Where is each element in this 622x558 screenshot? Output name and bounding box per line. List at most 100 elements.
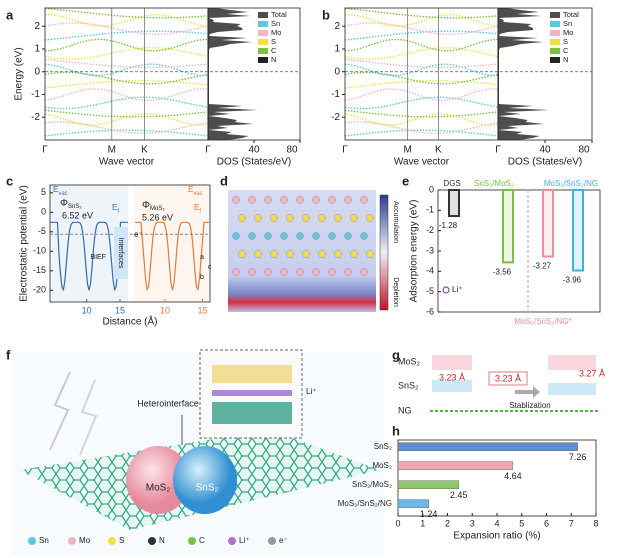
legend-label: N: [271, 55, 276, 64]
inset-layer: [212, 390, 292, 396]
atom: [232, 232, 240, 240]
legend-swatch: [258, 30, 268, 36]
x-tick-label: 2: [445, 518, 450, 528]
band-curve: [45, 13, 208, 27]
x-tick-label: Γ: [495, 145, 501, 156]
y-tick-label: -1: [331, 89, 340, 100]
subscript: vac: [58, 191, 67, 197]
legend-swatch: [550, 57, 560, 63]
x-tick-label: 1: [420, 518, 425, 528]
atom: [238, 250, 246, 258]
panel-label: b: [322, 7, 330, 22]
legend-swatch: [258, 48, 268, 54]
atom: [238, 214, 246, 222]
value-label: -3.27: [533, 262, 552, 271]
atom: [270, 214, 278, 222]
y-tick-label: -6: [426, 306, 434, 316]
y-tick-label: 0: [41, 207, 46, 217]
slab: [135, 185, 210, 302]
annotation: Interfaces: [117, 238, 124, 269]
atom: [328, 232, 336, 240]
plot-frame: [49, 184, 211, 303]
y-tick-label: 5: [41, 187, 46, 197]
sphere: [126, 446, 190, 514]
atom: [280, 196, 288, 204]
legend-label: N: [159, 536, 165, 545]
x-tick-label: K: [435, 145, 442, 156]
x-tick-label: 15: [115, 305, 125, 315]
category-label: SnS₂/MoS₂: [474, 179, 514, 188]
legend-marker: [148, 537, 156, 545]
y-tick-label: -5: [38, 226, 46, 236]
axis-letter: c: [208, 264, 212, 271]
atom: [344, 196, 352, 204]
y-tick-label: -20: [33, 285, 46, 295]
atom: [264, 232, 272, 240]
band-curve: [44, 129, 208, 137]
x-tick-label: 3: [470, 518, 475, 528]
band-curve: [344, 63, 499, 77]
legend-label: C: [271, 46, 277, 55]
panel-label: d: [220, 173, 228, 188]
atom: [264, 268, 272, 276]
arrow: [515, 386, 540, 398]
legend-swatch: [550, 12, 560, 18]
legend-label: Sn: [563, 19, 572, 28]
colorbar: [379, 194, 389, 311]
y-tick-label: -2: [331, 112, 340, 123]
atom: [350, 214, 358, 222]
y-tick-label: 1: [34, 44, 40, 55]
main-text: E: [112, 203, 117, 212]
x-axis-label: DOS (States/eV): [508, 157, 582, 168]
atom: [254, 214, 262, 222]
x-tick-label: 15: [197, 305, 207, 315]
y-tick-label: 0: [334, 66, 340, 77]
band-curve: [44, 109, 208, 118]
atom: [248, 268, 256, 276]
y-axis-label: Energy (eV): [14, 47, 25, 100]
legend-marker: [188, 537, 196, 545]
y-tick-label: 0: [429, 184, 434, 194]
potential-curve: [50, 221, 128, 292]
y-tick-label: -15: [33, 265, 46, 275]
colorbar-label: Accumulation: [392, 201, 399, 243]
atom: [296, 232, 304, 240]
panel-label: f: [6, 347, 11, 362]
atom: [286, 250, 294, 258]
atom: [328, 268, 336, 276]
annotation: Evac: [53, 185, 68, 196]
atom: [232, 268, 240, 276]
panel-label: g: [392, 347, 400, 362]
category-label: SnS₂/MoS₂: [352, 480, 392, 489]
annotation: ΦSnS₂: [60, 198, 82, 210]
legend-label: Sn: [271, 19, 280, 28]
subscript: f: [199, 209, 201, 215]
atom: [366, 214, 374, 222]
atom: [286, 214, 294, 222]
main-text: Φ: [60, 198, 68, 209]
atom: [360, 196, 368, 204]
label-box: [488, 371, 528, 386]
atom: [360, 268, 368, 276]
annotation: Evac: [188, 185, 203, 196]
category-label: MoS₂/SnS₂/NG: [338, 499, 392, 508]
atom: [248, 232, 256, 240]
value-label: -3.96: [563, 276, 582, 285]
band-curve: [44, 96, 208, 110]
atom: [312, 268, 320, 276]
category-label: DGS: [443, 179, 460, 188]
bar: [397, 442, 578, 451]
sns2-layer: [548, 383, 596, 395]
category-label: MoS₂/SnS₂/NG*: [514, 317, 571, 326]
interface-box: [114, 227, 128, 279]
atom: [232, 196, 240, 204]
atom: [264, 196, 272, 204]
bar: [542, 189, 554, 258]
plot-frame: [44, 7, 301, 141]
y-axis-label: Adsorption energy (eV): [409, 200, 420, 303]
subscript: vac: [193, 191, 202, 197]
y-tick-label: -2: [426, 225, 434, 235]
x-tick-label: M: [404, 145, 412, 156]
x-tick-label: 4: [494, 518, 499, 528]
